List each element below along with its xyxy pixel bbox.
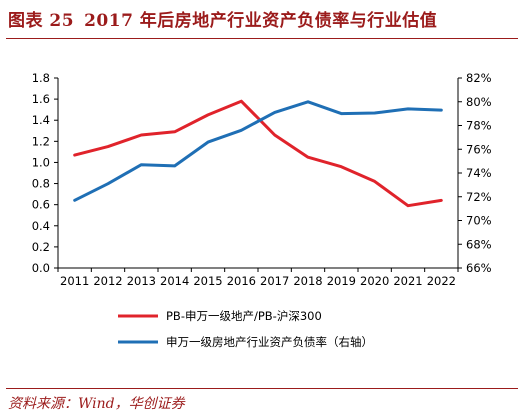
right-tick-label: 78% bbox=[466, 119, 492, 133]
right-tick-label: 80% bbox=[466, 95, 492, 109]
left-tick-label: 0.8 bbox=[32, 177, 50, 191]
x-tick-label: 2020 bbox=[360, 274, 389, 288]
legend-label-debt-ratio: 申万一级房地产行业资产负债率（右轴） bbox=[166, 335, 373, 349]
x-tick-label: 2018 bbox=[293, 274, 322, 288]
chart-title: 图表 25 2017 年后房地产行业资产负债率与行业估值 bbox=[8, 6, 437, 31]
x-tick-label: 2011 bbox=[60, 274, 89, 288]
x-tick-label: 2022 bbox=[427, 274, 456, 288]
x-tick-label: 2017 bbox=[260, 274, 289, 288]
left-tick-label: 0.6 bbox=[32, 198, 50, 212]
right-tick-label: 74% bbox=[466, 166, 492, 180]
x-tick-label: 2015 bbox=[193, 274, 222, 288]
right-tick-label: 76% bbox=[466, 142, 492, 156]
right-tick-label: 70% bbox=[466, 214, 492, 228]
left-tick-label: 0.4 bbox=[32, 219, 50, 233]
right-tick-label: 68% bbox=[466, 237, 492, 251]
legend-label-pb-ratio: PB-申万一级地产/PB-沪深300 bbox=[166, 309, 322, 323]
right-tick-label: 66% bbox=[466, 261, 492, 275]
figure-number: 图表 25 bbox=[8, 11, 75, 31]
left-tick-label: 0.0 bbox=[32, 261, 50, 275]
chart-area: 0.0 0.2 0.4 0.6 0.8 1.0 1.2 1.4 1.6 1.8 66% 68% 70% 7… bbox=[32, 71, 492, 349]
x-tick-label: 2019 bbox=[327, 274, 356, 288]
left-tick-label: 1.8 bbox=[32, 71, 50, 85]
series-line-pb-ratio bbox=[73, 99, 443, 208]
left-tick-label: 1.2 bbox=[32, 134, 50, 148]
right-tick-label: 72% bbox=[466, 190, 492, 204]
x-tick-label: 2012 bbox=[93, 274, 122, 288]
x-tick-label: 2014 bbox=[160, 274, 189, 288]
figure-title: 2017 年后房地产行业资产负债率与行业估值 bbox=[84, 11, 438, 31]
x-tick-label: 2021 bbox=[393, 274, 422, 288]
left-tick-label: 1.0 bbox=[32, 155, 50, 169]
left-tick-label: 1.4 bbox=[32, 113, 50, 127]
right-tick-label: 82% bbox=[466, 71, 492, 85]
x-tick-label: 2013 bbox=[127, 274, 156, 288]
left-tick-label: 0.2 bbox=[32, 240, 50, 254]
series-line-debt-ratio bbox=[73, 100, 443, 202]
left-tick-label: 1.6 bbox=[32, 92, 50, 106]
source-note: 资料来源：Wind，华创证券 bbox=[8, 396, 185, 412]
x-tick-label: 2016 bbox=[227, 274, 256, 288]
source-rule bbox=[6, 388, 518, 389]
title-rule bbox=[6, 38, 518, 39]
